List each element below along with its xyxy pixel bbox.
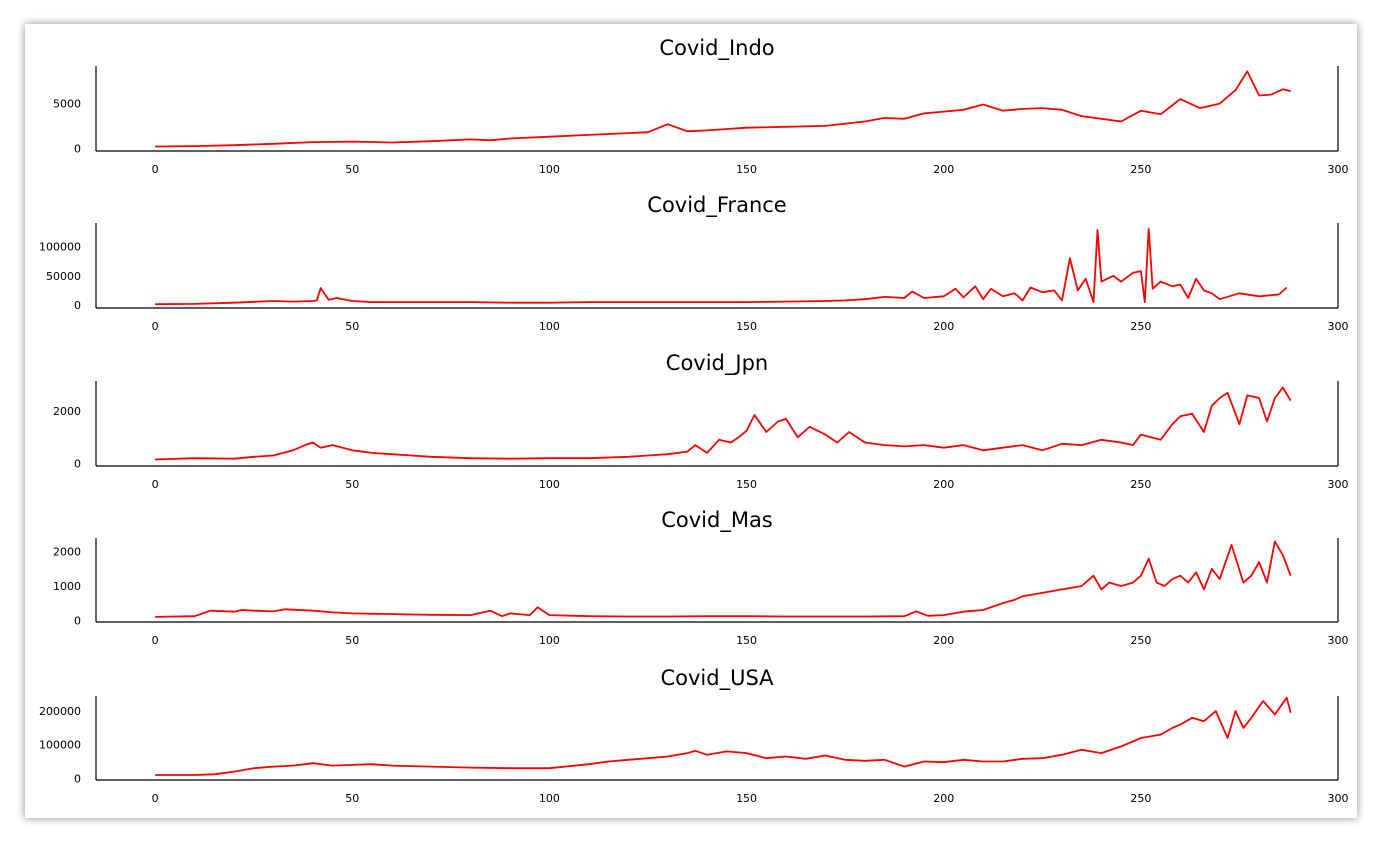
x-tick-label: 250 [1130, 478, 1151, 491]
chart-panel-2: Covid_Jpn 0 50 100 150 200 250 300 0 2000 [53, 351, 1349, 491]
chart-panel-0: Covid_Indo 0 50 100 150 200 250 300 0 5000 [53, 36, 1349, 176]
x-tick-label: 300 [1328, 634, 1349, 647]
y-tick-label: 0 [74, 614, 81, 627]
chart-panel-3: Covid_Mas 0 50 100 150 200 250 300 0 1000 2000 [53, 508, 1349, 647]
y-tick-label: 0 [74, 772, 81, 785]
x-tick-label: 50 [345, 478, 359, 491]
x-tick-label: 250 [1130, 792, 1151, 805]
x-tick-label: 150 [736, 792, 757, 805]
y-tick-label: 0 [74, 142, 81, 155]
x-tick-label: 300 [1328, 320, 1349, 333]
series-line [155, 696, 1292, 776]
x-tick-label: 50 [345, 163, 359, 176]
x-tick-label: 150 [736, 163, 757, 176]
x-tick-label: 150 [736, 478, 757, 491]
x-tick-label: 100 [539, 163, 560, 176]
chart-title: Covid_Indo [659, 36, 774, 61]
chart-title: Covid_USA [660, 666, 774, 691]
figure: Covid_Indo 0 50 100 150 200 250 300 0 5000 Covid_F… [25, 24, 1357, 818]
x-tick-label: 100 [539, 792, 560, 805]
y-tick-label: 2000 [53, 546, 81, 559]
series-line [155, 386, 1292, 461]
x-tick-label: 50 [345, 320, 359, 333]
x-tick-label: 100 [539, 320, 560, 333]
x-tick-label: 200 [933, 792, 954, 805]
x-tick-label: 100 [539, 634, 560, 647]
x-tick-label: 0 [152, 478, 159, 491]
x-tick-label: 150 [736, 320, 757, 333]
chart-title: Covid_Mas [661, 508, 773, 533]
x-tick-label: 100 [539, 478, 560, 491]
chart-title: Covid_France [647, 193, 786, 218]
x-tick-label: 200 [933, 163, 954, 176]
x-tick-label: 50 [345, 792, 359, 805]
y-tick-label: 200000 [39, 705, 81, 718]
x-tick-label: 300 [1328, 792, 1349, 805]
chart-panel-1: Covid_France 0 50 100 150 200 250 300 0 50000 1000… [39, 193, 1349, 333]
x-tick-label: 250 [1130, 163, 1151, 176]
x-tick-label: 250 [1130, 634, 1151, 647]
series-line [155, 540, 1292, 618]
x-tick-label: 150 [736, 634, 757, 647]
x-tick-label: 300 [1328, 478, 1349, 491]
y-tick-label: 100000 [39, 240, 81, 253]
x-tick-label: 300 [1328, 163, 1349, 176]
y-tick-label: 100000 [39, 739, 81, 752]
chart-panel-4: Covid_USA 0 50 100 150 200 250 300 0 100000 200000 [39, 666, 1349, 805]
x-tick-label: 50 [345, 634, 359, 647]
x-tick-label: 200 [933, 634, 954, 647]
series-line [155, 70, 1291, 148]
x-tick-label: 0 [152, 320, 159, 333]
y-tick-label: 1000 [53, 580, 81, 593]
y-tick-label: 0 [74, 299, 81, 312]
y-tick-label: 0 [74, 457, 81, 470]
x-tick-label: 0 [152, 634, 159, 647]
y-tick-label: 2000 [53, 405, 81, 418]
x-tick-label: 0 [152, 163, 159, 176]
x-tick-label: 200 [933, 320, 954, 333]
x-tick-label: 200 [933, 478, 954, 491]
series-line [155, 227, 1288, 306]
y-tick-label: 5000 [53, 98, 81, 111]
y-tick-label: 50000 [46, 270, 81, 283]
x-tick-label: 250 [1130, 320, 1151, 333]
x-tick-label: 0 [152, 792, 159, 805]
chart-title: Covid_Jpn [666, 351, 768, 376]
